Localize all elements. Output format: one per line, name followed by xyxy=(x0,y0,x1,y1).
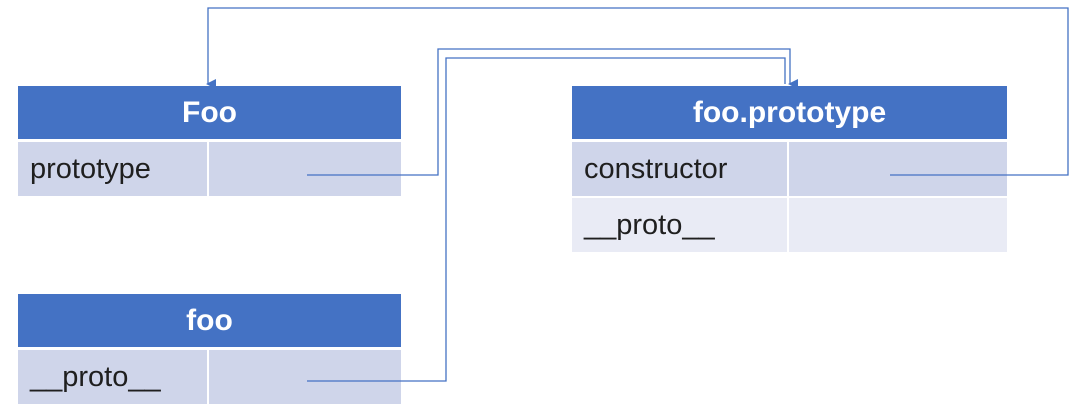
foo-prototype-header: foo.prototype xyxy=(572,86,1007,142)
prototype-label: prototype xyxy=(18,142,209,196)
instance-proto-value-cell xyxy=(209,350,401,404)
prototype-proto-row: __proto__ xyxy=(572,198,1007,252)
foo-instance-proto-row: __proto__ xyxy=(18,350,401,404)
foo-prototype-row: prototype xyxy=(18,142,401,196)
foo-function-header: Foo xyxy=(18,86,401,142)
instance-proto-label: __proto__ xyxy=(18,350,209,404)
prototype-proto-label: __proto__ xyxy=(572,198,789,252)
prototype-value-cell xyxy=(209,142,401,196)
foo-instance-header: foo xyxy=(18,294,401,350)
foo-instance-table: foo __proto__ xyxy=(18,294,401,404)
constructor-row: constructor xyxy=(572,142,1007,198)
foo-function-table: Foo prototype xyxy=(18,86,401,196)
foo-prototype-table: foo.prototype constructor __proto__ xyxy=(572,86,1007,252)
prototype-proto-value-cell xyxy=(789,198,1007,252)
constructor-label: constructor xyxy=(572,142,789,196)
constructor-value-cell xyxy=(789,142,1007,196)
